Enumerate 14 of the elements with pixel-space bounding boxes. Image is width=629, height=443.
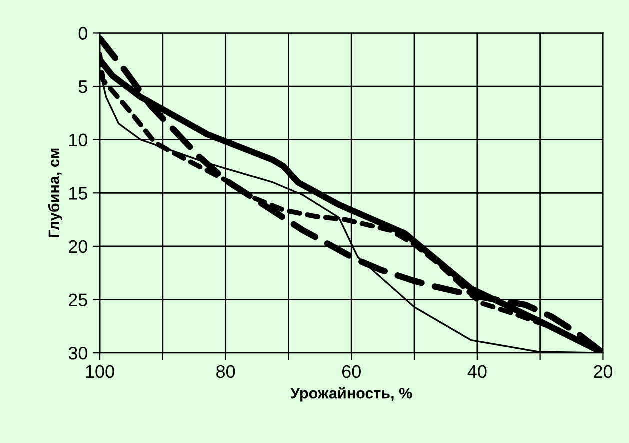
x-tick-label: 40 [468, 365, 487, 378]
y-tick-label: 15 [70, 187, 88, 200]
y-tick-label: 5 [78, 80, 88, 94]
x-tick-label: 60 [342, 365, 361, 378]
x-axis-title: Урожайность, % [290, 387, 412, 402]
y-tick-label: 25 [69, 294, 88, 306]
x-tick-label: 80 [216, 365, 236, 378]
y-tick-label: 30 [68, 347, 88, 360]
x-tick-label: 100 [86, 365, 114, 378]
y-tick-label: 10 [70, 134, 88, 147]
y-axis-title: Глубина, см [48, 148, 63, 238]
x-tick-label: 20 [594, 365, 613, 378]
y-tick-label: 0 [78, 27, 88, 40]
y-tick-label: 20 [69, 240, 88, 254]
